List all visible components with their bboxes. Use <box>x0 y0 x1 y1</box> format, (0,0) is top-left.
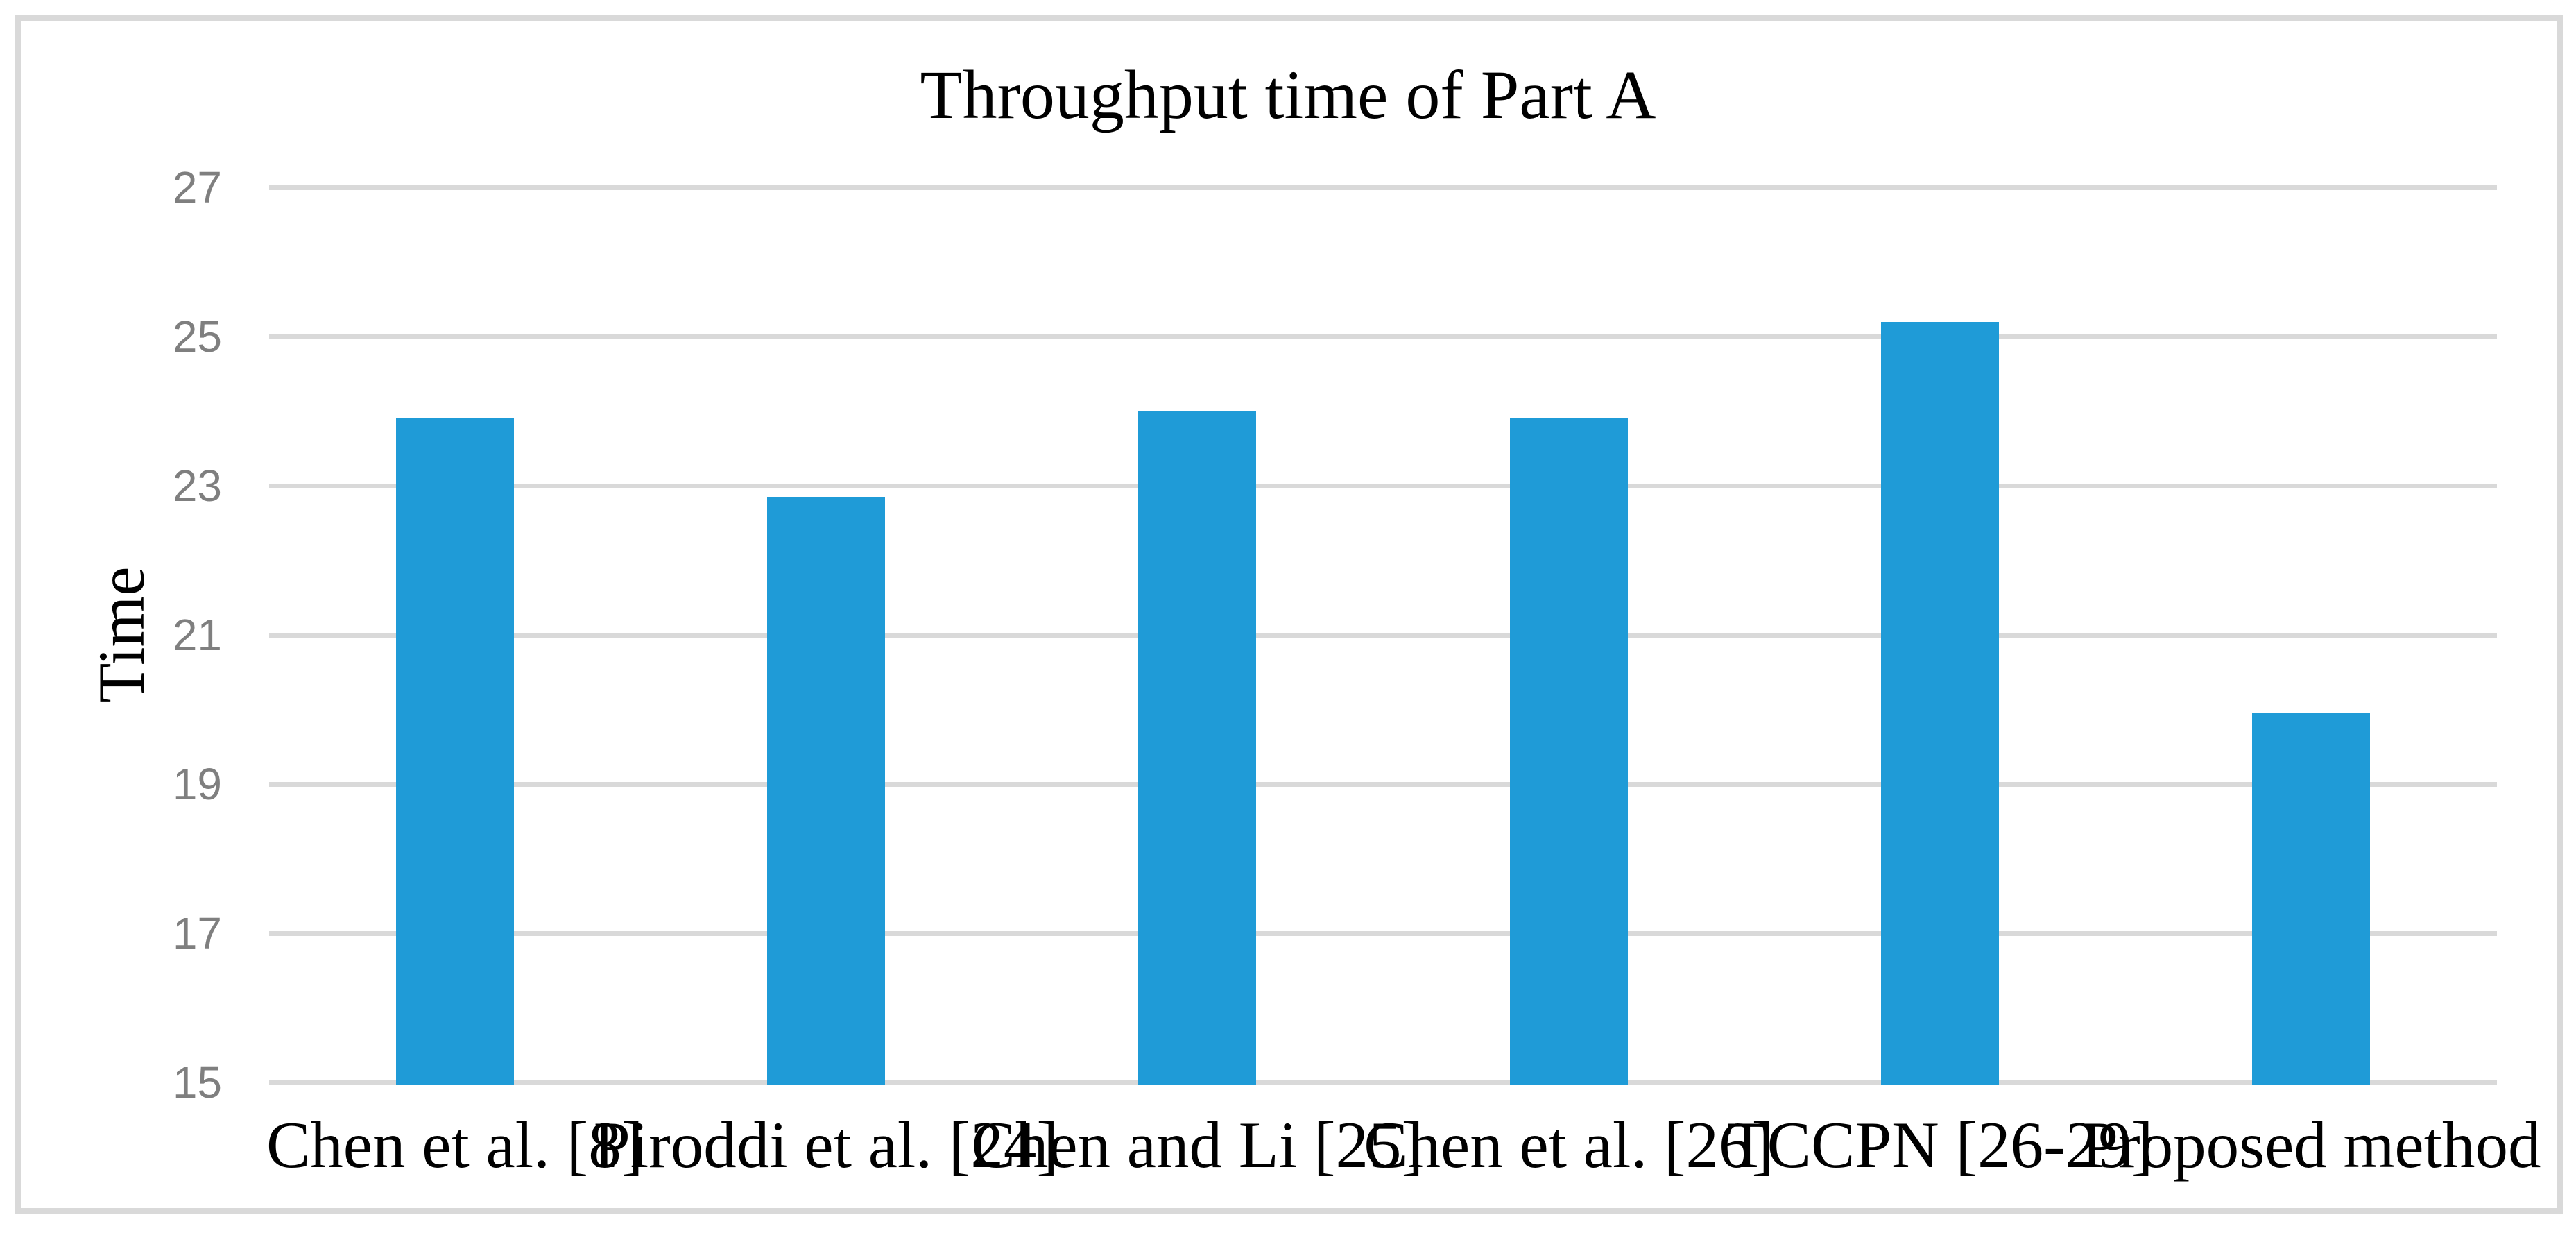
bar <box>1138 411 1257 1085</box>
gridline-y-25 <box>269 334 2497 339</box>
x-axis-category-label: Chen and Li [25] <box>971 1108 1424 1182</box>
bar <box>2252 713 2371 1085</box>
y-axis-tick-label: 19 <box>172 759 222 809</box>
bar <box>767 497 885 1085</box>
x-axis-category-label: TCCPN [26-29] <box>1726 1108 2154 1182</box>
gridline-y-21 <box>269 633 2497 638</box>
gridline-y-23 <box>269 484 2497 488</box>
gridline-y-17 <box>269 931 2497 936</box>
x-axis-category-label: Chen et al. [26] <box>1364 1108 1774 1182</box>
gridline-y-27 <box>269 185 2497 190</box>
x-axis-category-label: Proposed method <box>2081 1108 2541 1182</box>
bar <box>1509 418 1628 1085</box>
y-axis-tick-label: 23 <box>172 461 222 511</box>
y-axis-tick-label: 25 <box>172 312 222 362</box>
y-axis-tick-label: 17 <box>172 908 222 958</box>
x-axis-category-label: Piroddi et al. [24] <box>593 1108 1059 1182</box>
y-axis-tick-label: 27 <box>172 162 222 212</box>
y-axis-tick-label: 21 <box>172 610 222 660</box>
bar <box>1881 321 1999 1085</box>
gridline-y-15 <box>269 1080 2497 1085</box>
gridline-y-19 <box>269 782 2497 787</box>
figure-border <box>15 15 2563 1214</box>
y-axis-tick-label: 15 <box>172 1057 222 1107</box>
bar <box>395 418 514 1085</box>
x-axis-category-label: Chen et al. [8] <box>266 1108 644 1182</box>
chart-title: Throughput time of Part A <box>920 56 1656 133</box>
